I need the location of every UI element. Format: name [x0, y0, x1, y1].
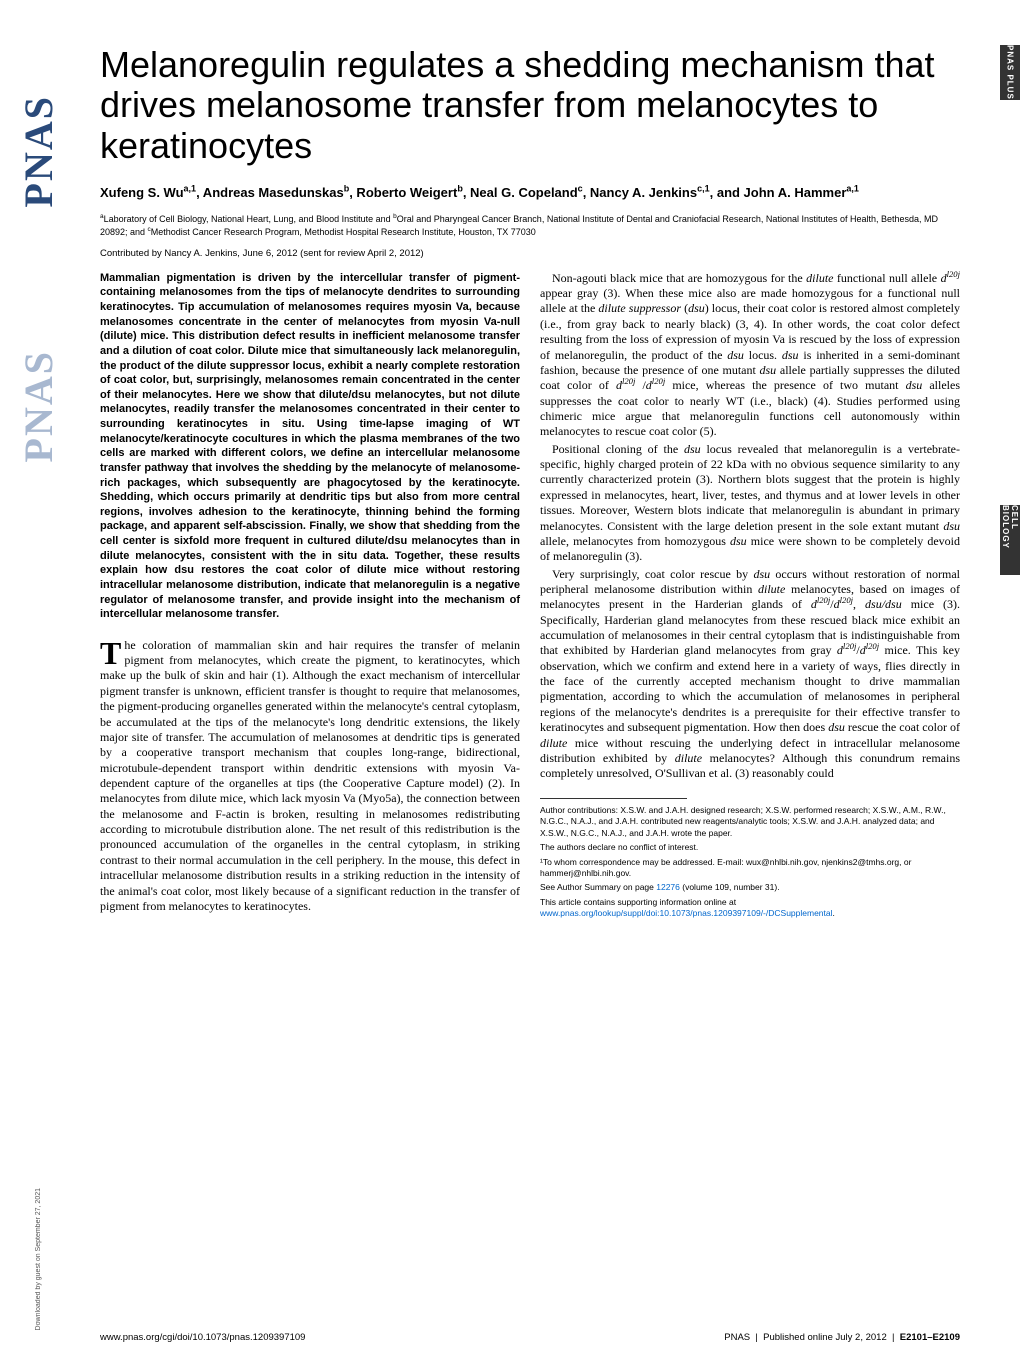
right-p1: Non-agouti black mice that are homozygou… [540, 271, 960, 440]
footnote-rule [540, 798, 687, 799]
side-tab-cell-biology: CELL BIOLOGY [1000, 505, 1020, 575]
page-footer: www.pnas.org/cgi/doi/10.1073/pnas.120939… [100, 1332, 960, 1343]
author-contributions: Author contributions: X.S.W. and J.A.H. … [540, 805, 960, 839]
footnotes: Author contributions: X.S.W. and J.A.H. … [540, 805, 960, 920]
left-column: Mammalian pigmentation is driven by the … [100, 271, 520, 923]
pnas-logo: PNAS [15, 95, 62, 207]
article-title: Melanoregulin regulates a shedding mecha… [100, 45, 960, 166]
summary-page-link[interactable]: 12276 [656, 882, 680, 892]
intro-paragraph: The coloration of mammalian skin and hai… [100, 638, 520, 914]
affiliations: aLaboratory of Cell Biology, National He… [100, 213, 960, 237]
pnas-logo-shadow: PNAS [15, 350, 62, 462]
authors: Xufeng S. Wua,1, Andreas Masedunskasb, R… [100, 184, 960, 202]
contributed-line: Contributed by Nancy A. Jenkins, June 6,… [100, 248, 960, 259]
conflict-statement: The authors declare no conflict of inter… [540, 842, 960, 853]
correspondence: ¹To whom correspondence may be addressed… [540, 857, 960, 880]
right-column: Non-agouti black mice that are homozygou… [540, 271, 960, 923]
supporting-link[interactable]: www.pnas.org/lookup/suppl/doi:10.1073/pn… [540, 908, 833, 918]
author-summary-line: See Author Summary on page 12276 (volume… [540, 882, 960, 893]
side-tab-pnas-plus: PNAS PLUS [1000, 45, 1020, 100]
doi: www.pnas.org/cgi/doi/10.1073/pnas.120939… [100, 1332, 305, 1343]
publication-info: PNAS | Published online July 2, 2012 | E… [724, 1332, 960, 1343]
intro-text: he coloration of mammalian skin and hair… [100, 638, 520, 913]
abstract: Mammalian pigmentation is driven by the … [100, 271, 520, 622]
right-p2: Positional cloning of the dsu locus reve… [540, 442, 960, 565]
download-note: Downloaded by guest on September 27, 202… [35, 1188, 42, 1330]
dropcap: T [100, 640, 121, 667]
supporting-info-line: This article contains supporting informa… [540, 897, 960, 920]
right-p3: Very surprisingly, coat color rescue by … [540, 567, 960, 782]
